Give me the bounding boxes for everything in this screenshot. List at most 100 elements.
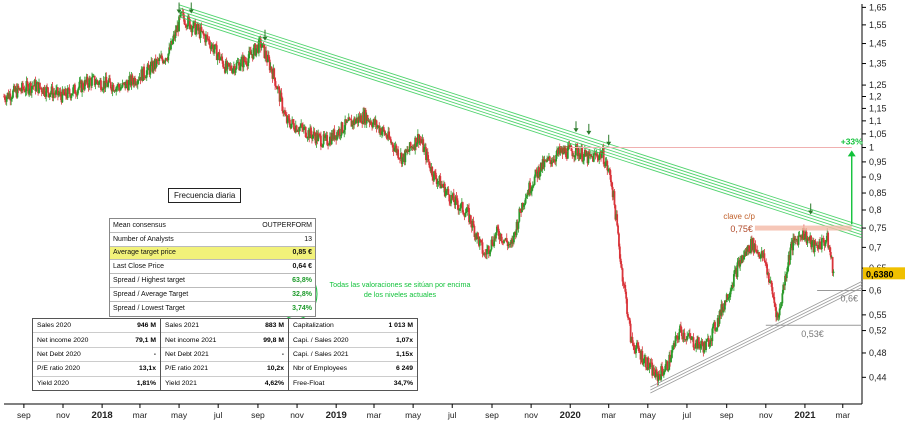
candle-body [472, 220, 475, 226]
candle-body [462, 212, 465, 215]
level-label: 0,53€ [801, 329, 824, 339]
candle-body [459, 208, 461, 210]
candle-body [100, 89, 103, 91]
candle-body [495, 226, 498, 233]
candle-body [433, 171, 435, 181]
y-tick-label: 0,44 [869, 372, 887, 382]
candle-body [57, 94, 60, 96]
candle-body [491, 239, 494, 246]
candle-body [546, 158, 549, 162]
candle-body [68, 88, 71, 94]
candle-body [147, 64, 150, 68]
fund-label: P/E ratio 2021 [165, 365, 209, 373]
candle-body [450, 195, 452, 204]
fund-label: Capitalization [293, 322, 334, 330]
x-tick-label: sep [485, 410, 499, 420]
candle-body [655, 369, 658, 374]
consensus-row: Mean consensus OUTPERFORM [110, 219, 315, 233]
candle-body [551, 162, 554, 163]
candle-body [228, 63, 231, 67]
candle-body [30, 86, 33, 93]
candle-body [20, 90, 22, 92]
candle-body [277, 87, 280, 89]
consensus-row-highlight: Average target price 0,85 € [110, 246, 315, 261]
candle-body [602, 148, 605, 165]
candle-body [440, 184, 443, 189]
candle-body [712, 324, 715, 329]
x-tick-label: mar [367, 410, 382, 420]
candle-body [598, 155, 601, 160]
candle-body [774, 303, 777, 308]
candle-body [415, 137, 417, 147]
candle-body [167, 53, 170, 61]
candle-body [547, 158, 549, 160]
candle-body [417, 134, 420, 144]
fund-value: 79,1 M [135, 336, 156, 344]
candle-body [143, 66, 145, 77]
candle-body [185, 24, 188, 28]
candle-body [661, 366, 663, 372]
candle-body [107, 82, 110, 87]
candle-body [550, 162, 553, 165]
candle-body [216, 54, 219, 61]
candle-body [45, 86, 48, 97]
candle-body [247, 58, 250, 66]
candle-body [619, 258, 622, 265]
candle-body [576, 146, 579, 157]
candle-body [454, 196, 457, 206]
fundamentals-row: P/E ratio 2020 13,1x [33, 362, 160, 377]
candle-body [690, 337, 693, 340]
candle-body [583, 154, 585, 161]
candle-body [618, 233, 620, 247]
candle-body [686, 336, 689, 340]
candle-body [203, 34, 206, 36]
candle-body [407, 150, 409, 152]
candle-body [780, 303, 783, 307]
uptrend-line [650, 283, 863, 391]
candle-body [814, 241, 817, 246]
candle-body [23, 89, 26, 92]
level-label: 1€ [558, 145, 568, 155]
candle-body [654, 369, 657, 378]
candle-body [322, 134, 325, 145]
candle-body [707, 338, 710, 347]
candle-body [9, 93, 12, 101]
candle-body [274, 77, 277, 86]
candle-body [126, 81, 128, 85]
candle-body [819, 241, 821, 249]
candle-body [448, 194, 451, 202]
candle-body [778, 308, 781, 316]
candle-body [670, 357, 672, 363]
candle-body [664, 364, 667, 371]
fund-label: Net income 2021 [165, 336, 217, 344]
candle-body [207, 39, 210, 41]
candle-body [792, 237, 795, 251]
down-arrow-icon [176, 9, 182, 14]
y-tick-label: 0,55 [869, 310, 887, 320]
fund-label: Net income 2020 [37, 336, 89, 344]
consensus-row: Spread / Lowest Target 3,74% [110, 302, 315, 316]
candle-body [215, 45, 218, 61]
candle-body [435, 178, 438, 185]
candle-body [66, 88, 69, 99]
candle-body [513, 232, 515, 243]
candle-body [519, 208, 522, 213]
candle-body [582, 160, 584, 162]
candle-body [286, 115, 289, 123]
candle-body [466, 207, 469, 212]
candle-body [638, 350, 641, 353]
candle-body [219, 58, 222, 61]
candle-body [214, 44, 216, 50]
candle-body [523, 203, 526, 205]
candle-body [437, 181, 440, 183]
x-tick-label: nov [524, 410, 538, 420]
candle-body [91, 77, 93, 86]
candle-body [205, 35, 208, 37]
candle-body [310, 127, 312, 135]
candle-body [178, 16, 180, 32]
candle-body [662, 372, 665, 376]
up-arrow-icon [847, 150, 856, 157]
consensus-value: 32,8% [292, 290, 312, 298]
candle-body [797, 235, 800, 245]
